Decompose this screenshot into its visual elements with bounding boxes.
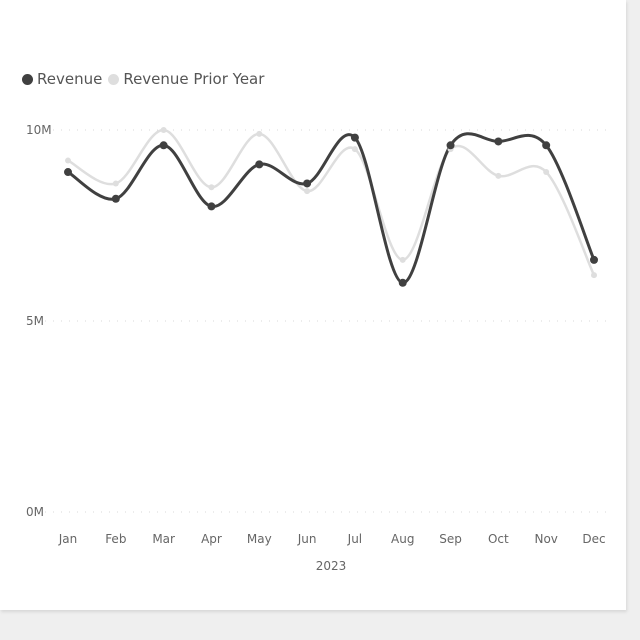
y-tick-label: 0M (26, 505, 44, 519)
data-point-revenue[interactable] (398, 278, 407, 287)
x-tick-label: Jan (58, 532, 78, 546)
data-point-revenue-prior-year[interactable] (304, 188, 311, 195)
legend-marker-revenue-prior-year (108, 73, 120, 85)
data-point-revenue[interactable] (542, 141, 551, 150)
data-point-revenue[interactable] (446, 141, 455, 150)
data-point-revenue-prior-year[interactable] (256, 130, 263, 137)
y-tick-label: 5M (26, 314, 44, 328)
data-point-revenue-prior-year[interactable] (208, 184, 215, 191)
legend: Revenue Revenue Prior Year (22, 70, 264, 88)
data-point-revenue[interactable] (255, 160, 264, 169)
data-point-revenue-prior-year[interactable] (65, 157, 71, 164)
x-tick-label: Oct (488, 532, 509, 546)
legend-marker-revenue (22, 73, 33, 85)
data-point-revenue-prior-year[interactable] (160, 127, 167, 133)
data-point-revenue-prior-year[interactable] (591, 272, 597, 279)
series-line-revenue (66, 132, 596, 285)
data-point-revenue-prior-year[interactable] (112, 180, 119, 187)
x-tick-label: May (247, 532, 272, 546)
data-point-revenue[interactable] (590, 255, 598, 264)
legend-label-revenue-prior-year: Revenue Prior Year (123, 70, 265, 88)
x-tick-label: Apr (201, 532, 222, 546)
x-tick-label: Jun (297, 532, 317, 546)
data-point-revenue[interactable] (111, 194, 120, 203)
x-axis-title: 2023 (316, 559, 347, 573)
x-tick-label: Aug (391, 532, 414, 546)
data-point-revenue[interactable] (159, 141, 168, 150)
y-axis-ticks: 0M 5M 10M (26, 123, 52, 519)
data-point-revenue[interactable] (494, 137, 503, 146)
data-point-revenue-prior-year[interactable] (543, 169, 550, 176)
series-points (64, 127, 598, 287)
x-tick-label: Nov (534, 532, 557, 546)
data-point-revenue[interactable] (64, 168, 72, 177)
data-point-revenue-prior-year[interactable] (399, 256, 406, 263)
legend-item-revenue-prior-year[interactable]: Revenue Prior Year (108, 70, 264, 88)
data-point-revenue-prior-year[interactable] (495, 172, 502, 179)
gridlines (45, 129, 612, 513)
x-tick-label: Dec (582, 532, 605, 546)
x-tick-label: Feb (105, 532, 126, 546)
legend-label-revenue: Revenue (37, 70, 103, 88)
x-tick-label: Jul (347, 532, 362, 546)
data-point-revenue[interactable] (207, 202, 216, 211)
x-tick-label: Sep (439, 532, 462, 546)
x-axis-ticks: Jan Feb Mar Apr May Jun Jul Aug Sep Oct Nov Dec (58, 532, 606, 546)
x-tick-label: Mar (152, 532, 175, 546)
chart-card: Revenue Revenue Prior Year (0, 0, 626, 610)
series-lines (66, 128, 596, 285)
y-tick-label: 10M (26, 123, 52, 137)
data-point-revenue[interactable] (350, 133, 359, 142)
data-point-revenue[interactable] (303, 179, 312, 188)
data-point-revenue-prior-year[interactable] (351, 146, 358, 153)
legend-item-revenue[interactable]: Revenue (22, 70, 102, 88)
